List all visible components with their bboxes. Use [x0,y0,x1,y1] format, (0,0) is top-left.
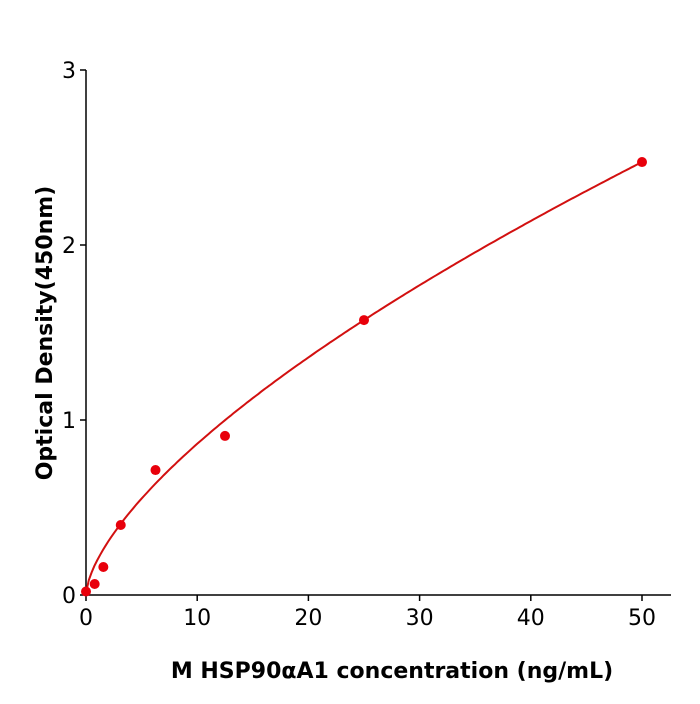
y-tick-label: 1 [62,409,76,434]
x-tick-label: 10 [183,606,211,631]
data-point [637,157,647,168]
data-point [220,430,230,441]
data-point [89,578,100,589]
y-axis-label: Optical Density(450nm) [33,186,58,481]
data-point [115,520,126,530]
fit-curve [85,161,643,594]
y-tick-label: 2 [62,234,76,259]
x-tick-label: 30 [406,606,434,631]
x-tick-label: 40 [517,606,545,631]
data-point [359,315,369,326]
y-tick-label: 3 [62,59,76,84]
x-tick-label: 0 [79,606,93,631]
data-point [81,586,91,597]
x-axis-label: M HSP90αA1 concentration (ng/mL) [171,659,613,684]
data-point [150,465,161,476]
y-tick-label: 0 [62,584,76,609]
data-points [81,157,647,597]
x-tick-label: 20 [294,606,322,631]
data-point [98,562,109,572]
axes: 0 10 20 30 40 50 0 1 2 3 [62,59,671,631]
x-tick-label: 50 [628,606,656,631]
